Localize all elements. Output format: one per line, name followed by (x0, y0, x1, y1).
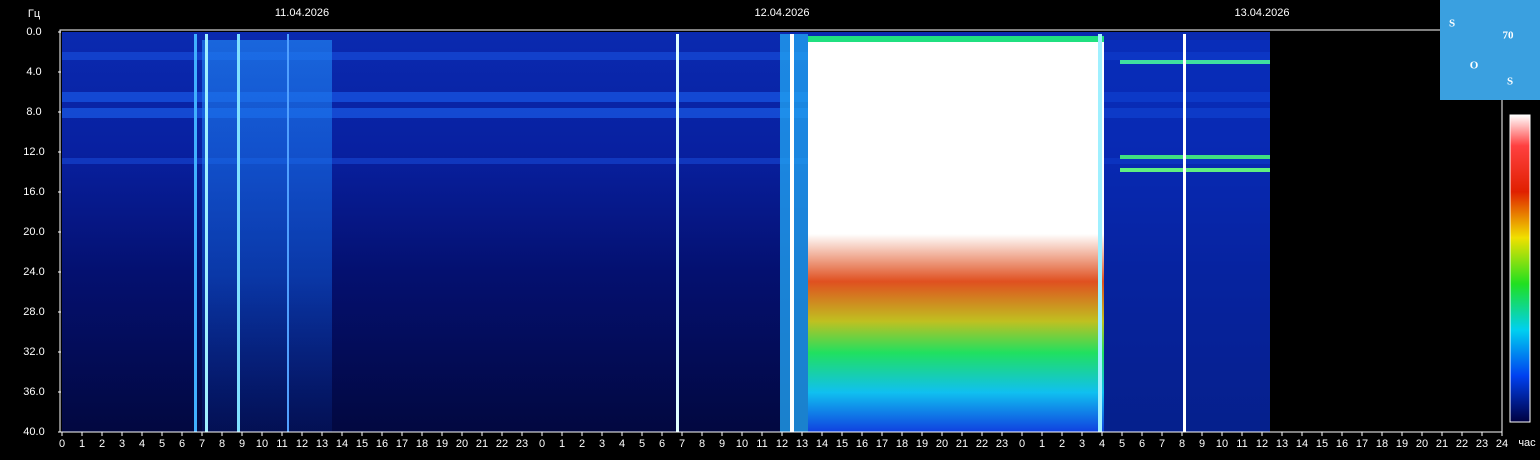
x-tick-label: 3 (599, 438, 605, 450)
x-tick-label: 1 (1039, 438, 1045, 450)
x-tick-label: 6 (179, 438, 185, 450)
x-tick-label: 14 (336, 438, 348, 450)
x-tick-label: 23 (516, 438, 528, 450)
x-tick-label: 14 (1296, 438, 1308, 450)
x-tick-label: 2 (579, 438, 585, 450)
x-tick-label: 22 (1456, 438, 1468, 450)
x-tick-label: 21 (476, 438, 488, 450)
x-tick-label: 11 (1236, 438, 1247, 450)
y-tick-label: 8.0 (26, 106, 41, 118)
x-tick-label: 8 (1179, 438, 1185, 450)
y-tick-label: 36.0 (23, 386, 44, 398)
x-tick-label: 21 (1436, 438, 1448, 450)
x-tick-label: 0 (1019, 438, 1025, 450)
logo-number: 70 (1503, 30, 1515, 42)
x-tick-label: 3 (119, 438, 125, 450)
x-tick-label: 11 (276, 438, 287, 450)
x-tick-label: 24 (1496, 438, 1508, 450)
x-tick-label: 12 (1256, 438, 1268, 450)
x-tick-label: 15 (836, 438, 848, 450)
y-tick-label: 0.0 (26, 26, 41, 38)
x-tick-label: 23 (996, 438, 1008, 450)
x-tick-label: 20 (1416, 438, 1428, 450)
x-tick-label: 19 (1396, 438, 1408, 450)
x-tick-label: 22 (496, 438, 508, 450)
y-axis-label: Гц (28, 8, 41, 20)
x-tick-label: 14 (816, 438, 828, 450)
x-tick-label: 21 (956, 438, 968, 450)
x-tick-label: 7 (199, 438, 205, 450)
logo-letter: O (1470, 60, 1479, 72)
x-tick-label: 18 (1376, 438, 1388, 450)
x-tick-label: 2 (1059, 438, 1065, 450)
logo-box (1440, 0, 1540, 100)
x-tick-label: 16 (1336, 438, 1348, 450)
x-tick-label: 19 (436, 438, 448, 450)
x-tick-label: 16 (856, 438, 868, 450)
date-label: 12.04.2026 (754, 7, 809, 19)
x-tick-label: 23 (1476, 438, 1488, 450)
x-tick-label: 0 (539, 438, 545, 450)
x-tick-label: 8 (219, 438, 225, 450)
date-label: 11.04.2026 (275, 7, 329, 19)
x-tick-label: 13 (796, 438, 808, 450)
x-tick-label: 1 (79, 438, 85, 450)
x-tick-label: 9 (239, 438, 245, 450)
x-tick-label: 18 (416, 438, 428, 450)
y-tick-label: 12.0 (23, 146, 44, 158)
logo-letter: S (1507, 76, 1513, 88)
y-tick-label: 32.0 (23, 346, 44, 358)
x-tick-label: 5 (159, 438, 165, 450)
y-tick-label: 4.0 (26, 66, 41, 78)
x-tick-label: 10 (736, 438, 748, 450)
x-tick-label: 10 (1216, 438, 1228, 450)
x-tick-label: 20 (456, 438, 468, 450)
x-tick-label: 13 (1276, 438, 1288, 450)
x-tick-label: 5 (1119, 438, 1125, 450)
color-bar (1509, 114, 1531, 423)
x-tick-label: 16 (376, 438, 388, 450)
x-tick-label: 0 (59, 438, 65, 450)
x-tick-label: 17 (396, 438, 408, 450)
x-tick-label: 11 (756, 438, 767, 450)
x-tick-label: 15 (1316, 438, 1328, 450)
x-tick-label: 5 (639, 438, 645, 450)
plot-frame (59, 29, 1503, 433)
x-tick-label: 7 (679, 438, 685, 450)
x-tick-label: 18 (896, 438, 908, 450)
x-tick-label: 2 (99, 438, 105, 450)
x-tick-label: 17 (1356, 438, 1368, 450)
x-tick-label: 6 (659, 438, 665, 450)
x-axis-label: час (1518, 437, 1536, 449)
x-tick-label: 9 (1199, 438, 1205, 450)
x-tick-label: 20 (936, 438, 948, 450)
x-tick-label: 8 (699, 438, 705, 450)
x-tick-label: 15 (356, 438, 368, 450)
x-tick-label: 3 (1079, 438, 1085, 450)
x-tick-label: 7 (1159, 438, 1165, 450)
x-tick-label: 1 (559, 438, 565, 450)
logo-letter: S (1449, 18, 1455, 30)
date-label: 13.04.2026 (1234, 7, 1289, 19)
x-tick-label: 4 (139, 438, 145, 450)
spectrogram-image (62, 32, 1270, 432)
y-tick-label: 40.0 (23, 426, 44, 438)
x-tick-label: 10 (256, 438, 268, 450)
x-tick-label: 6 (1139, 438, 1145, 450)
x-tick-label: 12 (296, 438, 308, 450)
x-tick-label: 9 (719, 438, 725, 450)
x-tick-label: 22 (976, 438, 988, 450)
y-tick-label: 24.0 (23, 266, 44, 278)
y-tick-label: 28.0 (23, 306, 44, 318)
x-tick-label: 19 (916, 438, 928, 450)
x-tick-label: 4 (1099, 438, 1105, 450)
y-tick-label: 16.0 (23, 186, 44, 198)
y-tick-label: 20.0 (23, 226, 44, 238)
x-tick-label: 12 (776, 438, 788, 450)
x-tick-label: 13 (316, 438, 328, 450)
x-tick-label: 17 (876, 438, 888, 450)
x-tick-label: 4 (619, 438, 625, 450)
